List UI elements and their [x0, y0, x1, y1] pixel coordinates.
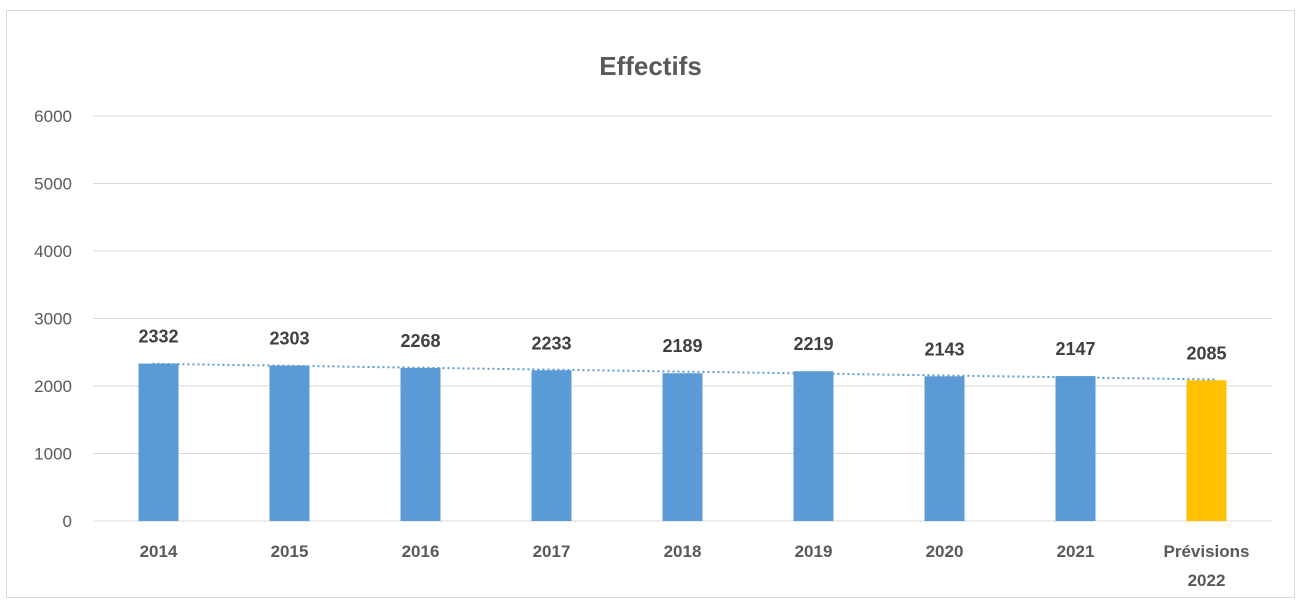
bar — [793, 371, 834, 521]
x-category-label: 2020 — [926, 542, 964, 561]
data-label: 2332 — [138, 327, 178, 347]
data-label: 2143 — [924, 339, 964, 359]
x-category-label: 2018 — [664, 542, 702, 561]
y-tick-label: 3000 — [34, 310, 72, 329]
y-tick-label: 1000 — [34, 445, 72, 464]
bar — [138, 363, 179, 521]
data-label: 2147 — [1055, 339, 1095, 359]
bar — [1055, 376, 1096, 521]
y-tick-label: 5000 — [34, 175, 72, 194]
data-label: 2303 — [269, 329, 309, 349]
y-tick-label: 6000 — [34, 107, 72, 126]
bar — [662, 373, 703, 521]
x-category-label: 2021 — [1057, 542, 1095, 561]
y-tick-label: 2000 — [34, 377, 72, 396]
trendline — [152, 362, 1217, 381]
y-tick-label: 0 — [63, 512, 72, 531]
x-category-label: 2019 — [795, 542, 833, 561]
data-label: 2268 — [400, 331, 440, 351]
chart-title: Effectifs — [599, 51, 702, 81]
bar — [400, 367, 441, 521]
x-category-label: 2015 — [271, 542, 309, 561]
x-category-label: Prévisions — [1164, 542, 1250, 561]
bar — [531, 370, 572, 521]
bar — [269, 365, 310, 521]
x-category-label: 2014 — [140, 542, 178, 561]
bar — [1186, 380, 1227, 521]
data-label: 2189 — [662, 336, 702, 356]
data-label: 2233 — [531, 333, 571, 353]
x-category-label: 2022 — [1188, 571, 1226, 590]
data-label: 2085 — [1186, 343, 1226, 363]
y-tick-label: 4000 — [34, 242, 72, 261]
bar — [924, 376, 965, 521]
data-label: 2219 — [793, 334, 833, 354]
x-category-label: 2016 — [402, 542, 440, 561]
x-category-label: 2017 — [533, 542, 571, 561]
